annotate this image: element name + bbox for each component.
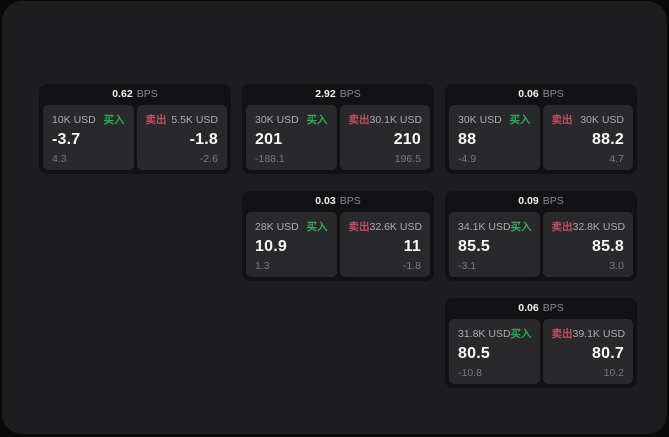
quote-card-4: 0.03 BPS 28K USD 买入 10.9 1.3 卖出 32.6K US… <box>242 191 434 281</box>
sell-button[interactable]: 卖出 <box>145 114 167 126</box>
bps-header: 2.92 BPS <box>242 84 434 105</box>
buy-price: -3.7 <box>52 131 81 149</box>
buy-change: -188.1 <box>255 152 285 165</box>
sell-button[interactable]: 卖出 <box>551 328 573 340</box>
sell-change: 3.0 <box>609 259 624 272</box>
sell-button[interactable]: 卖出 <box>348 221 370 233</box>
buy-price: 80.5 <box>458 345 490 363</box>
bps-unit-label: BPS <box>339 195 361 207</box>
sell-price: -1.8 <box>189 131 218 149</box>
sell-panel[interactable]: 卖出 32.6K USD 11 -1.8 <box>339 212 430 277</box>
buy-button[interactable]: 买入 <box>510 328 532 340</box>
bps-value: 0.09 <box>518 195 539 207</box>
buy-price: 201 <box>255 131 283 149</box>
buy-panel[interactable]: 30K USD 买入 88 -4.9 <box>449 105 540 170</box>
sell-panel[interactable]: 卖出 30.1K USD 210 196.5 <box>339 105 430 170</box>
bps-value: 0.06 <box>518 88 539 100</box>
buy-amount: 34.1K USD <box>458 220 511 233</box>
buy-amount: 10K USD <box>52 113 96 126</box>
sell-change: -2.6 <box>199 152 218 165</box>
quote-card-grid: 0.62 BPS 10K USD 买入 -3.7 4.3 卖出 5.5K USD <box>39 84 637 388</box>
buy-amount: 28K USD <box>255 220 299 233</box>
buy-button[interactable]: 买入 <box>510 221 532 233</box>
bps-header: 0.09 BPS <box>445 191 637 212</box>
quote-panels: 31.8K USD 买入 80.5 -10.8 卖出 39.1K USD 80.… <box>445 319 637 388</box>
sell-button[interactable]: 卖出 <box>348 114 370 126</box>
bps-unit-label: BPS <box>136 88 158 100</box>
sell-panel[interactable]: 卖出 39.1K USD 80.7 10.2 <box>542 319 633 384</box>
buy-change: -3.1 <box>458 259 477 272</box>
bps-header: 0.62 BPS <box>39 84 231 105</box>
sell-change: 10.2 <box>603 366 624 379</box>
bps-unit-label: BPS <box>542 302 564 314</box>
buy-change: 4.3 <box>52 152 67 165</box>
buy-amount: 31.8K USD <box>458 327 511 340</box>
sell-change: -1.8 <box>402 259 421 272</box>
sell-amount: 32.6K USD <box>369 220 423 233</box>
bps-unit-label: BPS <box>542 195 564 207</box>
sell-price: 85.8 <box>592 238 624 256</box>
bps-header: 0.06 BPS <box>445 84 637 105</box>
buy-panel[interactable]: 31.8K USD 买入 80.5 -10.8 <box>449 319 540 384</box>
sell-amount: 39.1K USD <box>572 327 626 340</box>
quote-card-5: 0.09 BPS 34.1K USD 买入 85.5 -3.1 卖出 32.8K… <box>445 191 637 281</box>
sell-button[interactable]: 卖出 <box>551 114 573 126</box>
sell-price: 11 <box>403 238 421 256</box>
sell-price: 210 <box>393 131 421 149</box>
sell-price: 80.7 <box>592 345 624 363</box>
quote-panels: 30K USD 买入 88 -4.9 卖出 30K USD 88.2 4.7 <box>445 105 637 174</box>
buy-price: 85.5 <box>458 238 490 256</box>
buy-panel[interactable]: 28K USD 买入 10.9 1.3 <box>246 212 337 277</box>
quote-card-6: 0.06 BPS 31.8K USD 买入 80.5 -10.8 卖出 39.1… <box>445 298 637 388</box>
buy-amount: 30K USD <box>255 113 299 126</box>
sell-price: 88.2 <box>592 131 624 149</box>
bps-header: 0.03 BPS <box>242 191 434 212</box>
bps-header: 0.06 BPS <box>445 298 637 319</box>
buy-button[interactable]: 买入 <box>509 114 531 126</box>
bps-value: 2.92 <box>315 88 336 100</box>
bps-unit-label: BPS <box>542 88 564 100</box>
bps-value: 0.03 <box>315 195 336 207</box>
sell-button[interactable]: 卖出 <box>551 221 573 233</box>
buy-price: 88 <box>458 131 477 149</box>
bps-unit-label: BPS <box>339 88 361 100</box>
buy-price: 10.9 <box>255 238 287 256</box>
sell-amount: 32.8K USD <box>572 220 626 233</box>
sell-panel[interactable]: 卖出 30K USD 88.2 4.7 <box>542 105 633 170</box>
quote-card-2: 2.92 BPS 30K USD 买入 201 -188.1 卖出 30.1K … <box>242 84 434 174</box>
bps-value: 0.62 <box>112 88 133 100</box>
quote-panels: 30K USD 买入 201 -188.1 卖出 30.1K USD 210 1… <box>242 105 434 174</box>
sell-panel[interactable]: 卖出 32.8K USD 85.8 3.0 <box>542 212 633 277</box>
buy-change: 1.3 <box>255 259 270 272</box>
buy-panel[interactable]: 30K USD 买入 201 -188.1 <box>246 105 337 170</box>
quote-panels: 10K USD 买入 -3.7 4.3 卖出 5.5K USD -1.8 -2.… <box>39 105 231 174</box>
quote-panels: 28K USD 买入 10.9 1.3 卖出 32.6K USD 11 -1.8 <box>242 212 434 281</box>
sell-amount: 5.5K USD <box>171 113 218 126</box>
buy-panel[interactable]: 10K USD 买入 -3.7 4.3 <box>43 105 134 170</box>
buy-button[interactable]: 买入 <box>306 114 328 126</box>
buy-amount: 30K USD <box>458 113 502 126</box>
sell-amount: 30.1K USD <box>369 113 423 126</box>
sell-panel[interactable]: 卖出 5.5K USD -1.8 -2.6 <box>136 105 227 170</box>
buy-panel[interactable]: 34.1K USD 买入 85.5 -3.1 <box>449 212 540 277</box>
quote-card-3: 0.06 BPS 30K USD 买入 88 -4.9 卖出 30K USD <box>445 84 637 174</box>
bps-value: 0.06 <box>518 302 539 314</box>
buy-change: -4.9 <box>458 152 477 165</box>
buy-change: -10.8 <box>458 366 482 379</box>
buy-button[interactable]: 买入 <box>103 114 125 126</box>
quote-panels: 34.1K USD 买入 85.5 -3.1 卖出 32.8K USD 85.8… <box>445 212 637 281</box>
sell-amount: 30K USD <box>580 113 624 126</box>
sell-change: 4.7 <box>609 152 624 165</box>
buy-button[interactable]: 买入 <box>306 221 328 233</box>
sell-change: 196.5 <box>394 152 421 165</box>
quote-card-1: 0.62 BPS 10K USD 买入 -3.7 4.3 卖出 5.5K USD <box>39 84 231 174</box>
